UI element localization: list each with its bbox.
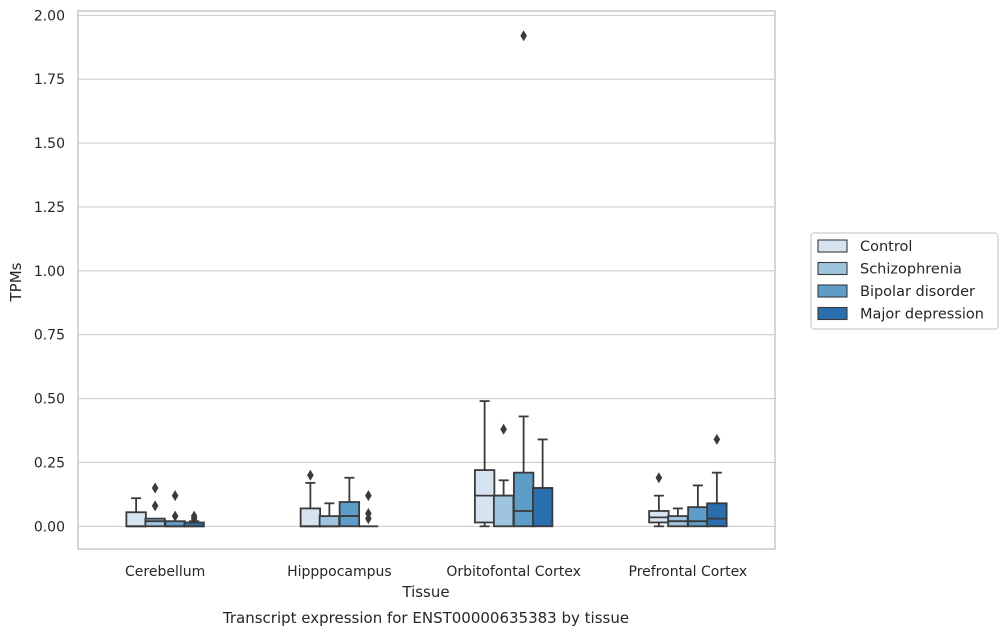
y-tick-label: 0.50 [34,392,65,408]
x-tick-label: Hipppocampus [287,564,392,580]
box-layer [125,30,728,528]
box-3-0 [183,510,205,528]
box-iqr [531,487,554,528]
box-0-1 [299,469,322,528]
y-axis-label: TPMs [7,262,25,302]
y-tick-label: 1.50 [34,136,65,152]
outlier-point [655,472,663,484]
box-iqr [706,502,728,528]
box-0-0 [125,497,147,528]
box-2-1 [338,476,361,528]
y-tick-label: 0.00 [34,519,65,535]
legend-label: Major depression [860,307,984,323]
box-1-1 [318,502,341,528]
y-tick-label: 0.25 [34,455,65,471]
legend-frame [810,232,999,330]
box-iqr [318,515,341,528]
y-tick-label: 1.00 [34,264,65,280]
outlier-point [713,433,721,445]
box-iqr [338,501,361,528]
outlier-point [171,510,179,522]
plot-border [77,10,776,550]
box-iqr [512,471,535,528]
legend-label: Schizophrenia [860,262,962,278]
outlier-point [151,482,159,494]
legend-swatch [817,261,848,276]
y-tick-label: 0.75 [34,328,65,344]
outlier-point [171,490,179,502]
outlier-point [151,500,159,512]
outlier-point [500,423,507,435]
legend-label: Bipolar disorder [860,284,975,300]
outlier-point [307,469,314,481]
outlier-point [365,508,372,520]
box-iqr [492,494,515,528]
plot-frame [77,10,776,550]
y-tick-label: 2.00 [34,8,65,24]
box-2-0 [164,490,186,528]
legend-swatch [817,239,848,253]
box-iqr [687,506,709,528]
chart-caption: Transcript expression for ENST0000063538… [222,609,629,627]
grid-layer [78,14,775,527]
legend: Control Schizophrenia Bipolar disorder Majo… [810,232,999,330]
legend-label: Control [860,239,912,255]
outlier-point [190,510,198,522]
box-2-3 [687,484,709,528]
box-3-1 [358,490,379,528]
legend-swatch [817,306,848,321]
x-tick-label: Cerebellum [125,564,205,580]
box-0-2 [473,400,496,528]
box-0-3 [648,472,670,528]
x-tick-label: Prefrontal Cortex [629,564,748,580]
x-axis-label: Tissue [401,583,449,601]
box-iqr [144,517,166,528]
box-1-3 [667,507,689,528]
box-1-0 [144,482,166,528]
box-iqr [299,507,322,528]
box-3-2 [531,438,554,528]
legend-swatch [817,284,848,298]
x-tick-label: Orbitofontal Cortex [446,564,581,580]
box-3-3 [706,433,728,528]
outlier-point [520,30,527,42]
box-2-2 [512,30,535,528]
box-1-2 [492,423,515,528]
y-tick-label: 1.75 [34,72,65,88]
y-tick-label: 1.25 [34,200,65,216]
outlier-point [365,490,372,502]
box-iqr [125,511,147,528]
y-tick-labels: 0.00 0.25 0.50 0.75 1.00 1.25 1.50 1.75 2.00 [34,8,65,535]
x-tick-labels: Cerebellum Hipppocampus Orbitofontal Corte… [125,564,747,580]
